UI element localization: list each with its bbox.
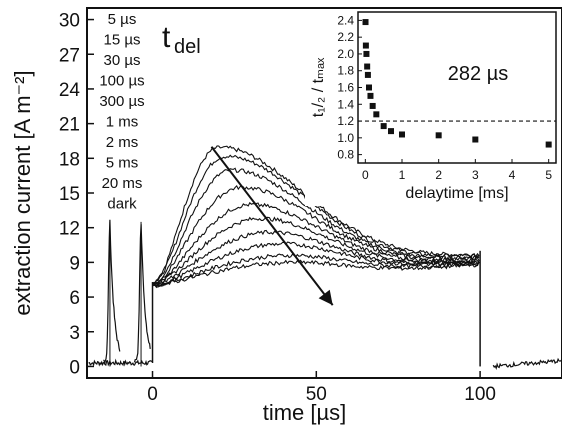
legend-entry: dark [107, 196, 137, 213]
series-line [153, 201, 480, 287]
y-axis-title: extraction current [A m⁻²] [10, 70, 35, 315]
series-line [153, 241, 480, 287]
inset-data-point [545, 141, 552, 148]
inset-data-point [364, 63, 371, 70]
y-tick-label: 9 [69, 253, 80, 274]
inset-data-point [373, 111, 380, 118]
inset-x-tick-label: 4 [509, 168, 516, 182]
y-tick-label: 15 [59, 184, 80, 205]
series-line [153, 184, 480, 285]
pre-pulse-baseline [88, 358, 153, 367]
y-tick-label: 18 [59, 149, 80, 170]
inset-data-point [399, 131, 405, 138]
x-axis-title: time [µs] [263, 400, 347, 425]
y-tick-label: 3 [69, 323, 80, 344]
legend-entry: 15 µs [104, 32, 141, 49]
tdel-annotation: t [162, 21, 171, 54]
inset-x-tick-label: 0 [362, 168, 369, 182]
inset-annotation: 282 µs [448, 63, 508, 85]
inset-y-tick-label: 2.4 [337, 13, 354, 27]
pre-pulse-spike [133, 224, 151, 363]
y-tick-label: 27 [59, 45, 80, 66]
inset-y-tick-label: 1.8 [337, 64, 354, 78]
x-tick-label: 0 [147, 384, 158, 405]
x-tick-label: 50 [306, 384, 327, 405]
inset-x-tick-label: 1 [399, 168, 406, 182]
inset-data-point [369, 102, 376, 109]
series-line [152, 154, 480, 285]
legend-entry: 20 ms [102, 175, 143, 192]
inset-data-point [435, 132, 442, 139]
pre-pulse-spike [103, 219, 121, 365]
inset-y-tick-label: 1.6 [337, 81, 354, 95]
series-line [152, 259, 480, 289]
inset-data-point [364, 71, 371, 78]
trend-arrow-line [210, 146, 334, 306]
legend-entry: 1 ms [106, 114, 139, 131]
y-tick-label: 0 [69, 357, 80, 378]
series-line [153, 167, 480, 285]
y-tick-label: 21 [59, 115, 80, 136]
inset-x-axis-title: delaytime [ms] [405, 185, 508, 202]
legend-entry: 30 µs [104, 52, 141, 69]
inset-background [305, 10, 558, 206]
inset-data-point [366, 84, 372, 91]
x-tick-label: 100 [464, 384, 496, 405]
y-tick-label: 12 [59, 219, 80, 240]
inset-x-tick-label: 2 [435, 168, 442, 182]
inset-x-tick-label: 5 [545, 168, 552, 182]
inset-y-tick-label: 0.8 [337, 148, 354, 162]
inset-data-point [363, 50, 370, 57]
inset-y-tick-label: 1.2 [337, 114, 354, 128]
y-tick-label: 6 [69, 288, 80, 309]
tdel-annotation-subscript: del [174, 36, 201, 58]
inset-data-point [362, 42, 369, 49]
inset-data-point [362, 19, 369, 26]
inset-y-tick-label: 2.0 [337, 47, 354, 61]
inset-y-tick-label: 1.4 [337, 97, 354, 111]
inset-data-point [388, 128, 394, 135]
legend-entry: 300 µs [99, 93, 144, 110]
legend-entry: 100 µs [99, 73, 144, 90]
series-line [152, 253, 480, 288]
legend-entry: 5 ms [106, 155, 139, 172]
inset-data-point [367, 92, 374, 99]
y-tick-label: 24 [59, 80, 81, 101]
legend-entry: 2 ms [106, 134, 139, 151]
y-tick-label: 30 [59, 11, 80, 32]
inset-y-axis-title: t₁/₂ / tₘₐₓ [310, 57, 327, 117]
inset-plot: 0.8 1.0 1.2 1.4 1.6 1.8 2.0 2.2 2.4 0 1 2 3 4 5 delayti… [305, 10, 558, 206]
inset-x-tick-label: 3 [472, 168, 479, 182]
inset-y-tick-label: 2.2 [337, 30, 354, 44]
legend-entry: 5 µs [108, 11, 137, 28]
inset-data-point [380, 123, 387, 130]
inset-data-point [472, 136, 479, 143]
post-pulse-line [492, 357, 562, 371]
series-line [152, 216, 480, 287]
arrowhead-icon [318, 289, 333, 306]
inset-y-tick-label: 1.0 [337, 131, 354, 145]
